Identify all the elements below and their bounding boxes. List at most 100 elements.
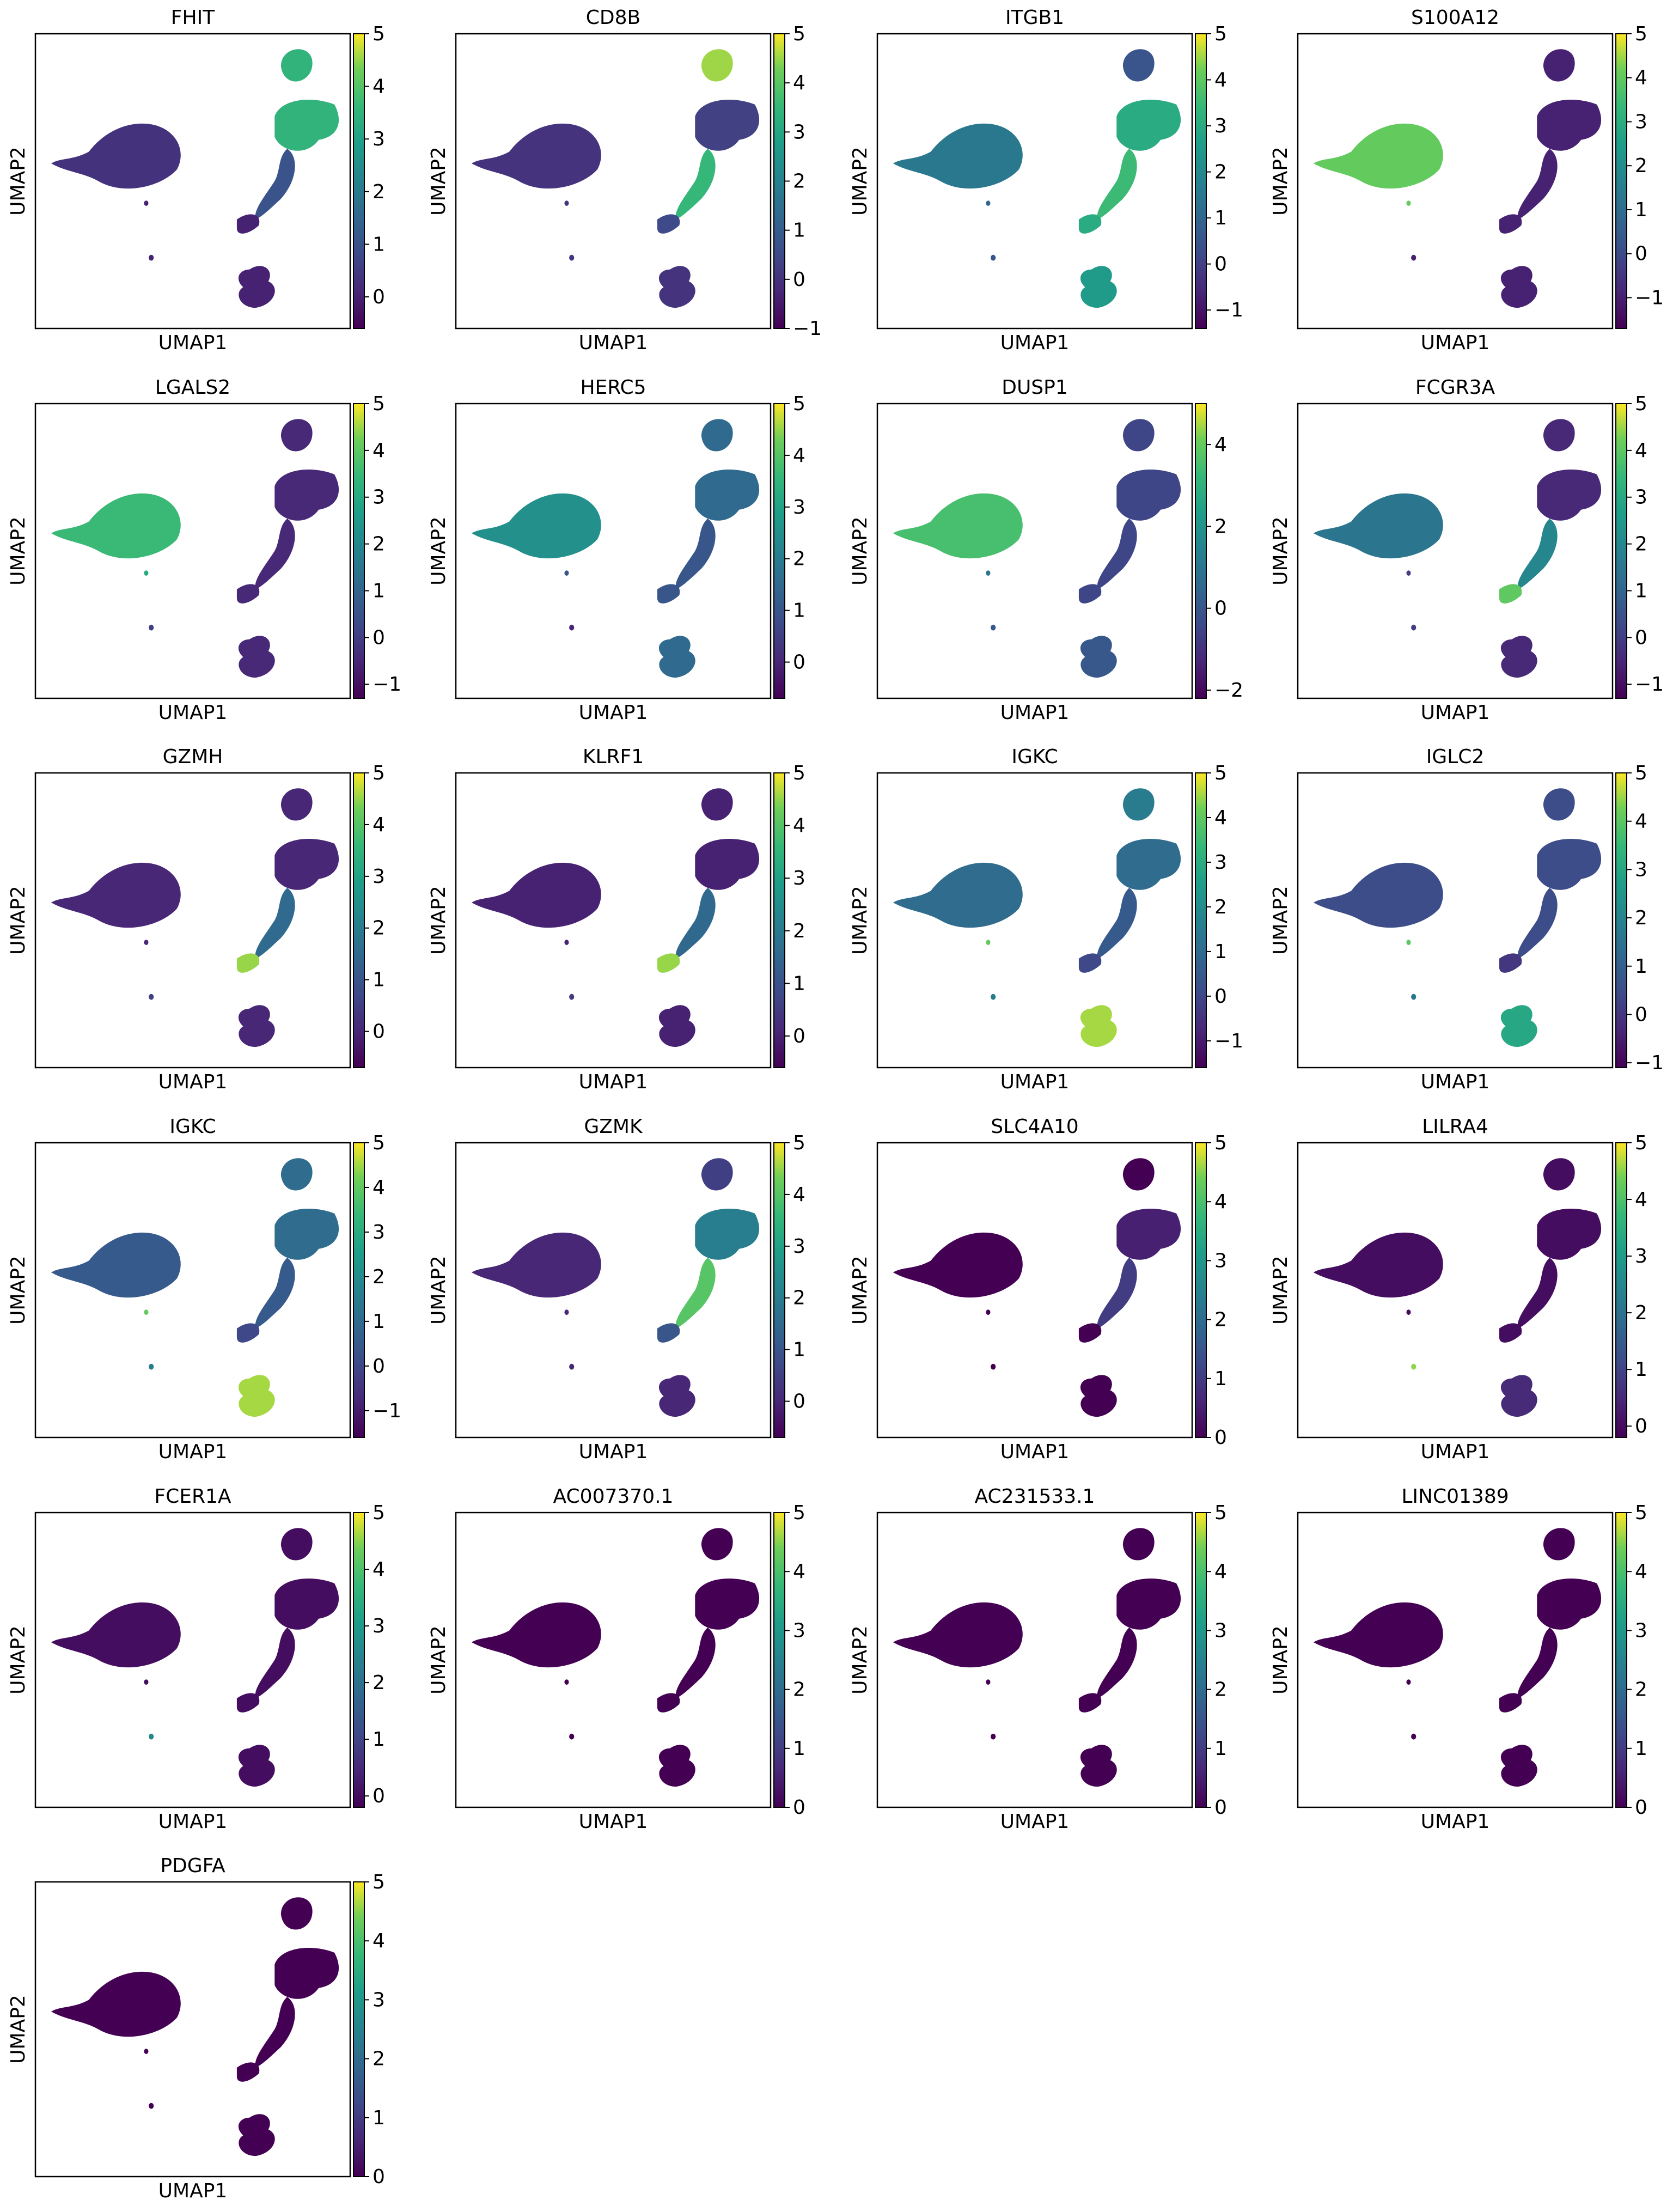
cell-cluster: [51, 493, 181, 559]
plot-frame: [876, 1512, 1193, 1808]
cell-cluster: [695, 469, 760, 521]
panel-title: LINC01389: [1401, 1485, 1509, 1508]
colorbar-tick-label: 1: [793, 600, 805, 622]
colorbar-tick-label: 2: [1214, 515, 1227, 538]
panel-title: AC231533.1: [975, 1485, 1095, 1508]
x-axis-label: UMAP1: [158, 702, 228, 724]
panel-title: S100A12: [1411, 7, 1499, 29]
colorbar-tick-label: −1: [793, 318, 822, 340]
cell-cluster: [51, 1602, 181, 1668]
colorbar-tick-label: −1: [373, 1400, 401, 1422]
colorbar: [1615, 1512, 1627, 1808]
panel: S100A12 UMAP1 UMAP2 −1 0 1 2 3 4 5: [1269, 7, 1664, 354]
colorbar-tick-label: 5: [1635, 1502, 1647, 1524]
x-axis-label: UMAP1: [158, 1441, 228, 1463]
colorbar-tick-label: 3: [1214, 115, 1227, 137]
colorbar-tick-label: −2: [1214, 679, 1243, 702]
colorbar-tick-label: 3: [1635, 486, 1647, 509]
colorbar-tick-label: −1: [1214, 299, 1243, 321]
colorbar-tick-label: −1: [1635, 673, 1664, 696]
cell-cluster: [1537, 838, 1602, 890]
colorbar-tick-label: 4: [793, 444, 805, 467]
cell-cluster: [144, 1309, 149, 1315]
colorbar-tick-label: −1: [1635, 287, 1664, 309]
colorbar-tick-label: 4: [373, 440, 385, 462]
x-axis-label: UMAP1: [1000, 1811, 1070, 1833]
colorbar-tick-label: 2: [793, 1679, 805, 1701]
colorbar-tick-label: 3: [1635, 858, 1647, 881]
colorbar-tick-label: 1: [793, 1738, 805, 1760]
cell-cluster: [51, 123, 181, 189]
panel: HERC5 UMAP1 UMAP2 0 1 2 3 4 5: [428, 376, 805, 724]
colorbar: [1615, 403, 1627, 699]
panel: AC231533.1 UMAP1 UMAP2 0 1 2 3 4 5: [849, 1485, 1227, 1833]
cell-cluster: [569, 254, 575, 261]
umap-points: [51, 1158, 339, 1417]
colorbar-tick-label: 5: [373, 762, 385, 784]
cell-cluster: [893, 493, 1023, 559]
cell-cluster: [1500, 1005, 1537, 1047]
cell-cluster: [1097, 518, 1137, 589]
colorbar-tick-label: 5: [1214, 1132, 1227, 1154]
cell-cluster: [149, 1733, 154, 1740]
colorbar-tick-label: 5: [1214, 762, 1227, 784]
colorbar-tick-label: 4: [373, 814, 385, 836]
x-axis-label: UMAP1: [1421, 1441, 1490, 1463]
cell-cluster: [1537, 1578, 1602, 1630]
y-axis-label: UMAP2: [7, 516, 29, 586]
panel-title: FCGR3A: [1415, 376, 1495, 399]
colorbar-tick-label: 5: [793, 393, 805, 415]
umap-points: [893, 1158, 1181, 1417]
cell-cluster: [893, 862, 1023, 928]
cell-cluster: [238, 1745, 275, 1787]
plot-frame: [455, 1512, 772, 1808]
colorbar-tick-label: 4: [793, 1561, 805, 1583]
x-axis-label: UMAP1: [158, 2180, 228, 2202]
plot-frame: [34, 1881, 351, 2178]
cell-cluster: [238, 1005, 275, 1047]
x-axis-label: UMAP1: [1421, 1811, 1490, 1833]
panel-title: HERC5: [580, 376, 646, 399]
panel: FHIT UMAP1 UMAP2 0 1 2 3 4 5: [7, 7, 385, 354]
cell-cluster: [1116, 99, 1181, 151]
colorbar-tick-label: 5: [1214, 23, 1227, 45]
cell-cluster: [471, 1602, 601, 1668]
cell-cluster: [1116, 838, 1181, 890]
cell-cluster: [1122, 1158, 1155, 1191]
cell-cluster: [1078, 584, 1102, 604]
cell-cluster: [471, 1232, 601, 1298]
cell-cluster: [1313, 1232, 1443, 1298]
cell-cluster: [1313, 493, 1443, 559]
colorbar: [773, 33, 785, 329]
cell-cluster: [1116, 1208, 1181, 1260]
x-axis-label: UMAP1: [579, 1811, 648, 1833]
colorbar-tick-label: 3: [793, 1619, 805, 1642]
umap-points: [1313, 1158, 1602, 1417]
colorbar-tick-label: 1: [1214, 1368, 1227, 1390]
cell-cluster: [658, 636, 695, 678]
cell-cluster: [1543, 1528, 1575, 1561]
cell-cluster: [1097, 1257, 1137, 1329]
cell-cluster: [564, 1679, 569, 1685]
panel: LGALS2 UMAP1 UMAP2 −1 0 1 2 3 4 5: [7, 376, 401, 724]
x-axis-label: UMAP1: [579, 1071, 648, 1093]
colorbar-tick-label: 2: [1635, 533, 1647, 556]
cell-cluster: [701, 1528, 733, 1561]
colorbar-tick-label: 2: [793, 920, 805, 942]
cell-cluster: [255, 1627, 295, 1698]
colorbar-tick-label: 1: [373, 2107, 385, 2129]
cell-cluster: [1499, 584, 1522, 604]
colorbar-tick-label: 3: [1214, 1619, 1227, 1642]
colorbar-tick-label: 5: [1635, 23, 1647, 45]
colorbar-tick-label: 2: [793, 548, 805, 570]
cell-cluster: [701, 419, 733, 452]
panel-title: PDGFA: [160, 1855, 225, 1877]
colorbar: [353, 33, 365, 329]
panel: AC007370.1 UMAP1 UMAP2 0 1 2 3 4 5: [428, 1485, 805, 1833]
cell-cluster: [1543, 49, 1575, 82]
cell-cluster: [236, 214, 260, 234]
colorbar-tick-label: 4: [1214, 1191, 1227, 1213]
panel-title: CD8B: [586, 7, 640, 29]
colorbar-tick-label: 4: [1635, 1189, 1647, 1211]
panel-title: IGKC: [169, 1116, 216, 1138]
